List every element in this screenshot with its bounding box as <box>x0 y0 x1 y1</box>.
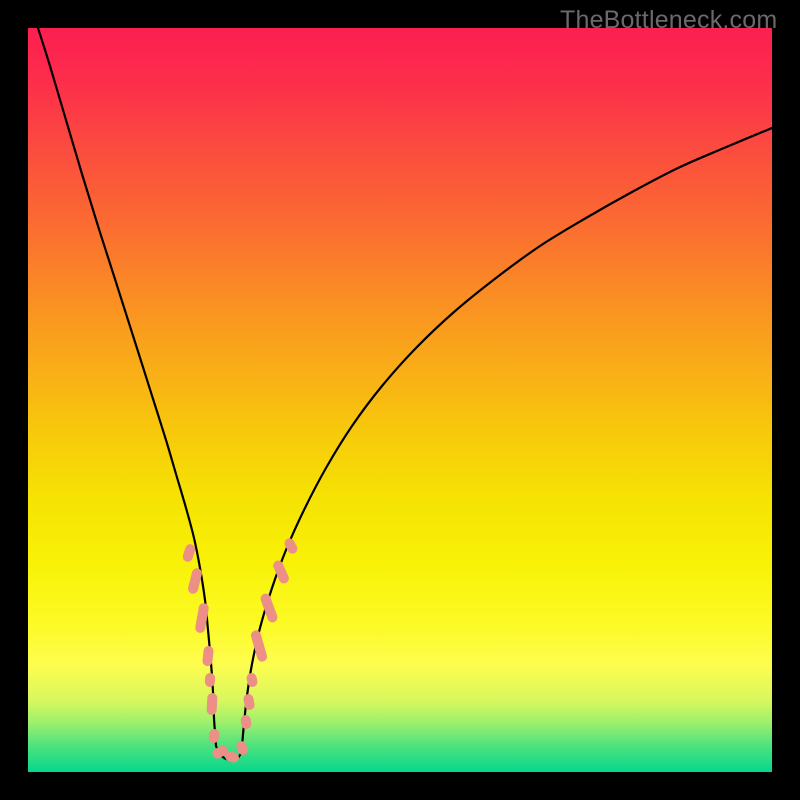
tick-segment <box>205 673 216 688</box>
watermark-text: TheBottleneck.com <box>560 6 777 35</box>
plot-area <box>28 28 772 772</box>
tick-segment <box>240 714 252 729</box>
tick-segment <box>187 567 203 595</box>
tick-segment <box>206 693 217 715</box>
chart-frame: TheBottleneck.com <box>0 0 800 800</box>
curve-overlay <box>28 28 772 772</box>
curve-left <box>38 28 216 746</box>
tick-group <box>181 537 299 764</box>
curve-right <box>242 128 772 746</box>
tick-segment <box>202 646 214 667</box>
tick-segment <box>181 543 196 563</box>
tick-segment <box>208 728 220 744</box>
